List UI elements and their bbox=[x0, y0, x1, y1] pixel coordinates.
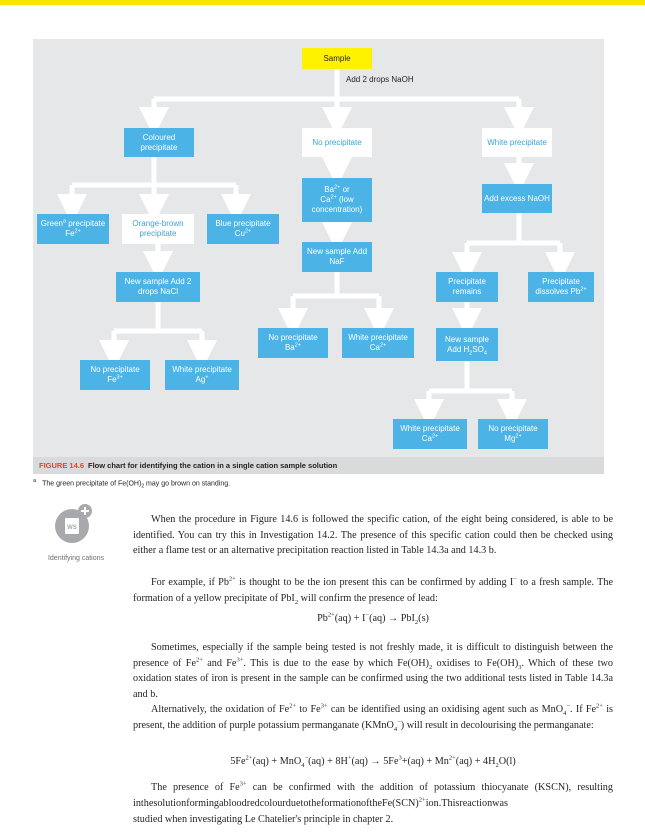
white-precipitate-ca2-label: White precipitate Ca2+ bbox=[400, 424, 460, 443]
white-precipitate-ca-box: White precipitate Ca2+ bbox=[342, 328, 414, 358]
white-precipitate-label: White precipitate bbox=[487, 137, 547, 147]
precipitate-remains-label: Precipitate remains bbox=[448, 277, 486, 296]
precipitate-dissolves-label: Precipitate dissolves Pb2+ bbox=[535, 277, 587, 296]
no-precipitate-box: No precipitate bbox=[302, 128, 372, 157]
orange-brown-label: Orange-brown precipitate bbox=[132, 219, 184, 238]
blue-precipitate-box: Blue precipitate Cu2+ bbox=[207, 214, 279, 244]
precipitate-dissolves-box: Precipitate dissolves Pb2+ bbox=[528, 272, 594, 302]
equation-permanganate: 5Fe2+(aq) + MnO4−(aq) + 8H+(aq) → 5Fe3+(… bbox=[230, 754, 516, 770]
no-precipitate-mg-box: No precipitate Mg2+ bbox=[478, 419, 548, 449]
figure-label: FIGURE 14.6 bbox=[39, 461, 85, 470]
paragraph-5: The presence of Fe3+ can be confirmed wi… bbox=[133, 780, 613, 809]
new-sample-h2so4-label: New sample Add H2SO4 bbox=[444, 334, 489, 357]
figure-footnote: a The green precipitate of Fe(OH)2 may g… bbox=[33, 478, 231, 490]
no-precipitate-label: No precipitate bbox=[312, 137, 362, 147]
new-sample-nacl-box: New sample Add 2 drops NaCl bbox=[116, 272, 200, 302]
white-precipitate-ag-box: White precipitate Ag+ bbox=[165, 360, 239, 390]
orange-brown-box: Orange-brown precipitate bbox=[122, 214, 194, 244]
paragraph-1: When the procedure in Figure 14.6 is fol… bbox=[133, 514, 613, 556]
no-precipitate-fe-box: No precipitate Fe3+ bbox=[80, 360, 150, 390]
new-sample-naf-label: New sample Add NaF bbox=[306, 247, 368, 266]
green-precipitate-box: Greena precipitate Fe2+ bbox=[37, 214, 109, 244]
equation-lead: Pb2+(aq) + I−(aq) → PbI2(s) bbox=[317, 611, 429, 627]
paragraph-3: Sometimes, especially if the sample bein… bbox=[133, 642, 614, 700]
new-sample-nacl-label: New sample Add 2 drops NaCl bbox=[124, 277, 192, 296]
paragraph-2: For example, if Pb2+ is thought to be th… bbox=[133, 575, 613, 606]
new-sample-naf-box: New sample Add NaF bbox=[302, 242, 372, 272]
white-precipitate-box: White precipitate bbox=[482, 128, 552, 157]
coloured-precipitate-label: Coloured precipitate bbox=[140, 132, 178, 152]
sample-box: Sample bbox=[302, 48, 372, 69]
paragraph-6: studied when investigating Le Chatelier'… bbox=[133, 814, 394, 825]
no-precipitate-fe-label: No precipitate Fe3+ bbox=[90, 365, 140, 384]
worksheet-icon[interactable]: WS bbox=[52, 502, 96, 546]
figure-caption: FIGURE 14.6 Flow chart for identifying t… bbox=[33, 457, 604, 474]
blue-precipitate-label: Blue precipitate Cu2+ bbox=[215, 219, 271, 238]
ba-ca-box: Ba2+ or Ca2+ (low concentration) bbox=[302, 178, 372, 222]
paragraph-4: Alternatively, the oxidation of Fe2+ to … bbox=[133, 702, 613, 733]
white-precipitate-ca2-box: White precipitate Ca2+ bbox=[393, 419, 467, 449]
top-accent-bar bbox=[0, 0, 645, 5]
worksheet-label: Identifying cations bbox=[47, 555, 105, 562]
add-excess-naoh-label: Add excess NaOH bbox=[484, 193, 550, 203]
sample-label: Sample bbox=[323, 53, 351, 63]
new-sample-h2so4-box: New sample Add H2SO4 bbox=[436, 328, 498, 361]
flowchart-arrows bbox=[57, 69, 575, 429]
figure-caption-text: Flow chart for identifying the cation in… bbox=[88, 461, 338, 470]
green-precipitate-label: Greena precipitate Fe2+ bbox=[40, 218, 106, 238]
worksheet-icon-text: WS bbox=[67, 525, 77, 531]
add-excess-naoh-box: Add excess NaOH bbox=[482, 184, 552, 213]
add-naoh-note: Add 2 drops NaOH bbox=[346, 75, 414, 84]
no-precipitate-mg-label: No precipitate Mg2+ bbox=[488, 424, 538, 443]
no-precipitate-ba-box: No precipitate Ba2+ bbox=[258, 328, 328, 358]
no-precipitate-ba-label: No precipitate Ba2+ bbox=[268, 333, 318, 352]
ba-ca-label: Ba2+ or Ca2+ (low concentration) bbox=[311, 184, 363, 214]
coloured-precipitate-box: Coloured precipitate bbox=[124, 128, 194, 157]
white-precipitate-ca-label: White precipitate Ca2+ bbox=[348, 333, 408, 352]
white-precipitate-ag-label: White precipitate Ag+ bbox=[172, 365, 232, 384]
precipitate-remains-box: Precipitate remains bbox=[436, 272, 498, 302]
